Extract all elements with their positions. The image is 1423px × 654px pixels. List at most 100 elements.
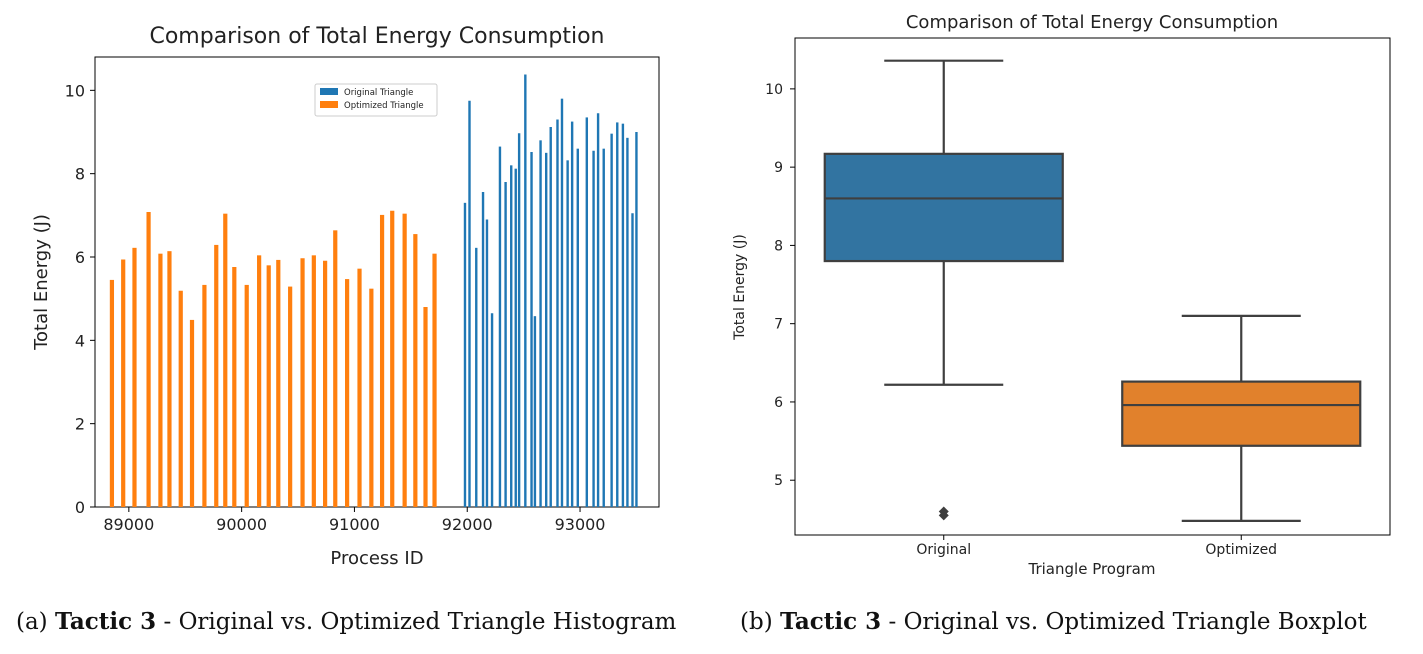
boxplot-y-axis-label: Total Energy (J) xyxy=(732,234,748,341)
bar-original xyxy=(490,313,494,507)
bar-original xyxy=(626,137,629,508)
bar-original xyxy=(481,192,485,507)
bar-original xyxy=(585,117,589,508)
y-tick-label: 7 xyxy=(774,317,783,333)
x-tick-label: 90000 xyxy=(216,515,267,534)
bar-optimized xyxy=(432,253,437,507)
caption-text: - Original vs. Optimized Triangle Boxplo… xyxy=(881,609,1367,635)
caption-boxplot: (b) Tactic 3 - Original vs. Optimized Tr… xyxy=(740,608,1367,635)
caption-prefix: (b) xyxy=(740,609,780,635)
bar-optimized xyxy=(132,247,137,508)
bar-original xyxy=(621,123,625,508)
caption-tactic: Tactic 3 xyxy=(54,608,157,635)
bar-optimized xyxy=(276,259,281,507)
bar-original xyxy=(610,133,613,507)
bar-optimized xyxy=(402,213,407,507)
x-tick-label: Original xyxy=(916,542,971,558)
boxplot-chart: Original Optimized 5 6 7 8 9 10 Comparison of T… xyxy=(732,12,1391,578)
bar-optimized xyxy=(146,212,151,507)
bar-original xyxy=(631,213,634,507)
bar-optimized xyxy=(357,268,362,507)
bar-original xyxy=(530,152,533,507)
x-tick-label: 92000 xyxy=(442,515,493,534)
x-tick-label: 93000 xyxy=(555,515,606,534)
caption-tactic: Tactic 3 xyxy=(779,608,882,635)
bar-original xyxy=(504,182,507,507)
bar-original xyxy=(468,100,471,507)
bar-optimized xyxy=(109,279,115,507)
bar-original xyxy=(602,148,605,507)
bar-original xyxy=(616,122,619,508)
bar-optimized xyxy=(423,307,428,507)
boxplot-plot-area xyxy=(794,37,1391,536)
bar-original xyxy=(592,150,595,507)
histogram-y-axis-label: Total Energy (J) xyxy=(31,214,52,351)
y-tick-label: 6 xyxy=(774,395,783,411)
legend-swatch-optimized xyxy=(320,101,338,108)
outlier-point xyxy=(938,506,949,517)
bar-original xyxy=(514,168,517,507)
boxplot-x-axis-label: Triangle Program xyxy=(1028,560,1156,578)
bar-original xyxy=(560,98,564,508)
y-tick-label: 4 xyxy=(75,331,85,350)
bar-original xyxy=(463,202,467,508)
y-tick-label: 8 xyxy=(75,165,85,184)
bar-optimized xyxy=(232,267,237,507)
bar-optimized xyxy=(413,234,418,508)
bar-original xyxy=(475,247,478,508)
bar-optimized xyxy=(266,265,271,507)
bar-original xyxy=(510,165,513,508)
bar-optimized xyxy=(244,284,249,507)
bar-optimized xyxy=(202,284,207,507)
histogram-x-axis-label: Process ID xyxy=(330,548,423,569)
boxplot-axes: Original Optimized 5 6 7 8 9 10 xyxy=(765,82,1277,558)
y-tick-label: 5 xyxy=(774,473,783,489)
bar-optimized xyxy=(379,214,385,507)
box-iqr xyxy=(823,152,1064,263)
bar-optimized xyxy=(333,230,338,508)
y-tick-label: 8 xyxy=(774,238,783,254)
bar-original xyxy=(549,127,552,507)
bar-original xyxy=(596,113,600,507)
bar-original xyxy=(485,219,489,507)
bar-optimized xyxy=(167,251,172,507)
bar-optimized xyxy=(345,279,350,507)
bar-optimized xyxy=(189,319,195,507)
bar-optimized xyxy=(288,286,293,507)
box-optimized xyxy=(1121,314,1362,523)
bar-optimized xyxy=(323,260,328,507)
bar-original xyxy=(533,316,537,507)
x-tick-label: Optimized xyxy=(1205,542,1277,558)
bar-optimized xyxy=(178,290,183,507)
y-tick-label: 9 xyxy=(774,160,783,176)
bar-optimized xyxy=(369,288,374,507)
y-tick-label: 10 xyxy=(65,81,85,100)
histogram-legend: Original Triangle Optimized Triangle xyxy=(314,83,438,117)
bar-original xyxy=(498,146,502,508)
box-original xyxy=(823,59,1064,521)
legend-swatch-original xyxy=(320,88,338,95)
x-tick-label: 91000 xyxy=(329,515,380,534)
bar-optimized xyxy=(121,259,126,507)
bar-optimized xyxy=(158,253,163,507)
histogram-plot-area xyxy=(94,56,660,508)
legend-label-optimized: Optimized Triangle xyxy=(344,101,424,111)
y-tick-label: 10 xyxy=(765,82,783,98)
y-tick-label: 2 xyxy=(75,415,85,434)
bar-original xyxy=(576,148,579,507)
y-tick-label: 0 xyxy=(75,498,85,517)
caption-prefix: (a) xyxy=(16,609,55,635)
bar-original xyxy=(545,152,548,508)
bar-original xyxy=(524,74,527,507)
bar-optimized xyxy=(300,258,305,507)
histogram-axes: 89000 90000 91000 92000 93000 0 2 4 6 8 10 xyxy=(65,81,606,534)
bar-original xyxy=(539,140,542,508)
legend-label-original: Original Triangle xyxy=(344,88,413,98)
histogram-chart: 89000 90000 91000 92000 93000 0 2 4 6 8 10 Compari… xyxy=(31,24,660,569)
histogram-title: Comparison of Total Energy Consumption xyxy=(149,24,604,49)
caption-text: - Original vs. Optimized Triangle Histog… xyxy=(156,609,677,635)
y-tick-label: 6 xyxy=(75,248,85,267)
bar-optimized xyxy=(223,213,228,507)
legend-frame xyxy=(314,83,438,117)
bar-original xyxy=(517,133,521,507)
